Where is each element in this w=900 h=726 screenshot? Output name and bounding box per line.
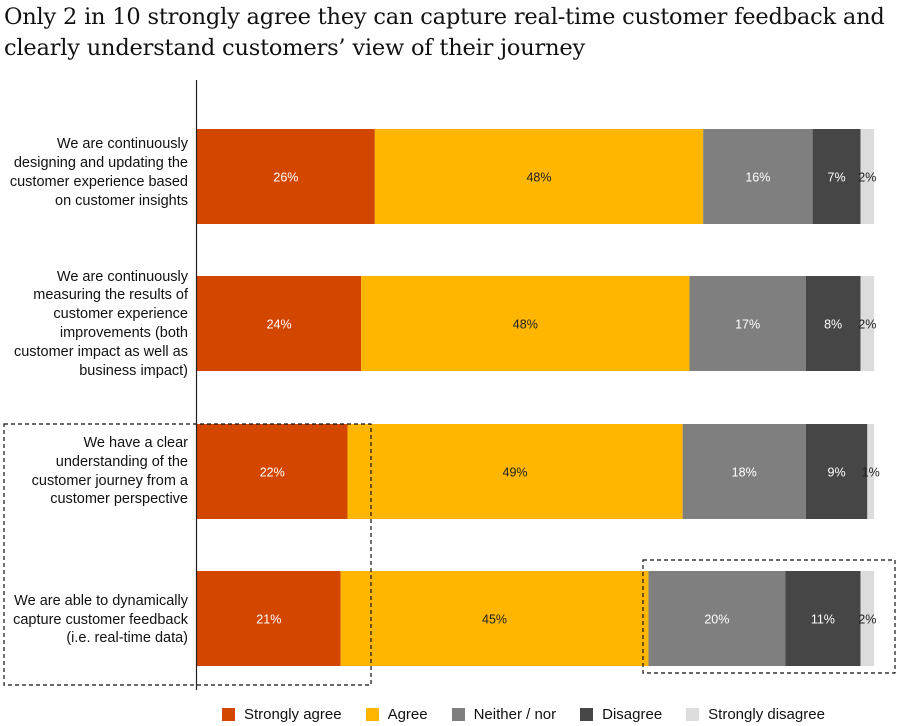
bar-segment — [197, 571, 341, 666]
data-label: 17% — [735, 318, 760, 332]
bar-segment — [374, 129, 704, 224]
bar-segment — [197, 276, 362, 371]
data-label: 26% — [273, 171, 298, 185]
legend-swatch — [451, 707, 465, 721]
data-label: 18% — [732, 466, 757, 480]
data-label: 48% — [526, 171, 551, 185]
bar-segment — [860, 571, 875, 666]
bar-segment — [197, 424, 348, 519]
data-label: 11% — [811, 613, 835, 627]
highlight-box-disagree — [642, 559, 896, 674]
category-label: We are continuously measuring the result… — [13, 268, 188, 379]
bar-segment — [805, 424, 868, 519]
bar-segment — [648, 571, 786, 666]
legend-swatch — [222, 707, 235, 721]
chart-title: Only 2 in 10 strongly agree they can cap… — [4, 4, 885, 61]
bar-segment — [860, 276, 875, 371]
data-label: 2% — [858, 613, 876, 627]
legend-label: Strongly disagree — [708, 705, 825, 723]
legend-swatch — [580, 707, 594, 721]
legend-item: Neither / nor — [451, 705, 557, 723]
bar-segment — [689, 276, 806, 371]
bar-segment — [867, 424, 875, 519]
bar-segment — [860, 129, 875, 224]
legend-item: Strongly disagree — [686, 706, 825, 723]
data-label: 24% — [267, 318, 292, 332]
category-label: We have a clear understanding of the cus… — [31, 434, 188, 508]
data-label: 21% — [256, 613, 281, 627]
bar-segment — [682, 424, 806, 519]
legend-label: Agree — [387, 705, 428, 723]
data-label: 22% — [260, 466, 285, 480]
bar-segment — [347, 424, 683, 519]
chart-legend: Strongly agree Agree Neither / nor Disagree… — [222, 704, 849, 724]
category-label: We are able to dynamically capture custo… — [13, 592, 188, 647]
bar-segment — [785, 571, 861, 666]
legend-item: Strongly agree — [222, 706, 342, 723]
bar-segment — [805, 276, 861, 371]
legend-swatch — [365, 707, 379, 721]
data-label: 16% — [745, 171, 770, 185]
legend-item: Disagree — [580, 706, 662, 723]
legend-item: Agree — [365, 705, 428, 723]
bar-segment — [812, 129, 861, 224]
bar-segment — [340, 571, 649, 666]
data-label: 7% — [828, 171, 846, 185]
data-label: 48% — [513, 318, 538, 332]
legend-label: Strongly agree — [244, 705, 342, 723]
data-label: 9% — [828, 466, 846, 480]
data-label: 1% — [862, 466, 880, 480]
category-label: We are continuously designing and updati… — [9, 136, 188, 209]
bar-segment — [197, 129, 375, 224]
legend-label: Neither / nor — [473, 705, 557, 723]
legend-swatch — [686, 707, 700, 721]
data-label: 8% — [824, 318, 842, 332]
data-label: 2% — [858, 318, 876, 332]
bar-segment — [361, 276, 690, 371]
data-label: 2% — [858, 171, 876, 185]
data-label: 45% — [482, 613, 507, 627]
bar-segment — [703, 129, 813, 224]
data-label: 20% — [704, 613, 729, 627]
highlight-box-strongly-agree — [3, 423, 372, 686]
legend-label: Disagree — [602, 705, 663, 723]
data-label: 49% — [503, 466, 528, 480]
